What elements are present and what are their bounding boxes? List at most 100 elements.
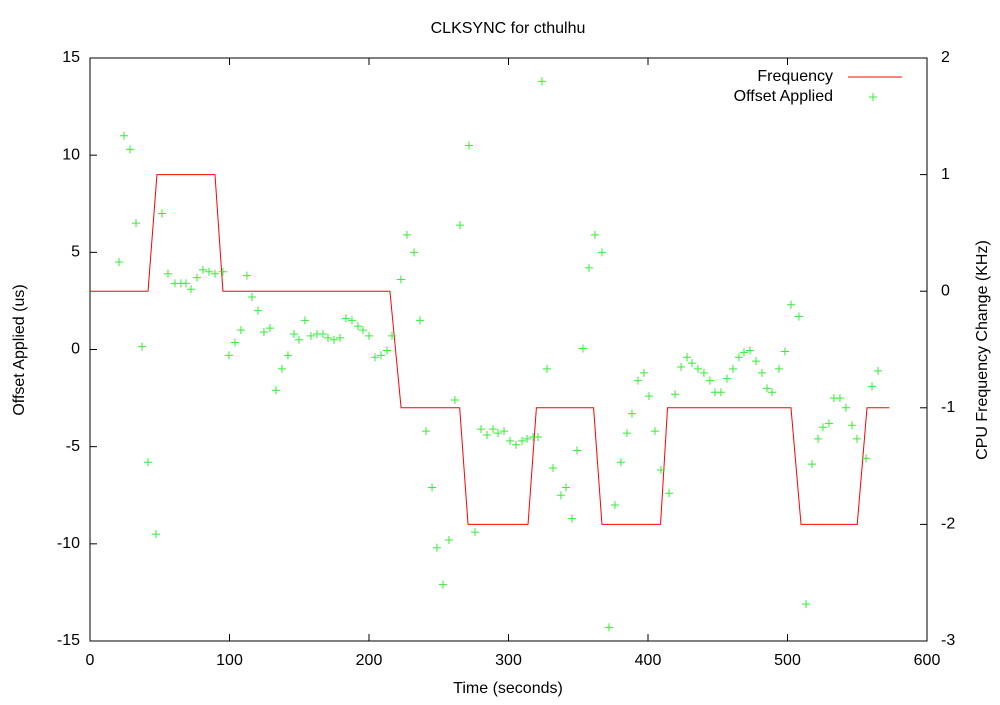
- offset-point: [512, 440, 521, 449]
- offset-point: [144, 458, 153, 467]
- offset-point: [402, 230, 411, 239]
- offset-point: [192, 273, 201, 282]
- offset-point: [868, 382, 877, 391]
- offset-point: [762, 384, 771, 393]
- offset-point: [533, 432, 542, 441]
- offset-point: [306, 331, 315, 340]
- offset-point: [745, 346, 754, 355]
- offset-point: [683, 353, 692, 362]
- offset-point: [567, 514, 576, 523]
- offset-point: [396, 275, 405, 284]
- y2-tick-label: -2: [941, 516, 955, 533]
- offset-point: [556, 491, 565, 500]
- offset-point: [572, 446, 581, 455]
- offset-point: [438, 580, 447, 589]
- offset-point: [422, 427, 431, 436]
- offset-point: [289, 329, 298, 338]
- offset-point: [186, 285, 195, 294]
- offset-point: [616, 458, 625, 467]
- offset-point: [294, 335, 303, 344]
- offset-point: [300, 316, 309, 325]
- offset-point: [483, 431, 492, 440]
- offset-point: [578, 344, 587, 353]
- offset-point: [794, 312, 803, 321]
- offset-point: [780, 347, 789, 356]
- offset-point: [323, 333, 332, 342]
- offset-point: [283, 351, 292, 360]
- offset-point: [705, 376, 714, 385]
- y-tick-label: 15: [62, 49, 80, 66]
- offset-point: [597, 248, 606, 257]
- offset-point: [656, 465, 665, 474]
- offset-point: [835, 394, 844, 403]
- offset-point: [120, 131, 129, 140]
- offset-point: [410, 248, 419, 257]
- offset-point: [814, 434, 823, 443]
- offset-point: [271, 386, 280, 395]
- y-tick-label: 5: [71, 244, 80, 261]
- offset-point: [382, 346, 391, 355]
- offset-point: [198, 265, 207, 274]
- offset-point: [359, 326, 368, 335]
- offset-point: [115, 258, 124, 267]
- offset-point: [471, 528, 480, 537]
- offset-point: [242, 271, 251, 280]
- x-tick-label: 600: [914, 652, 941, 669]
- plot-frame: [89, 57, 928, 642]
- offset-point: [277, 364, 286, 373]
- offset-point: [693, 364, 702, 373]
- offset-point: [722, 374, 731, 383]
- offset-point: [677, 362, 686, 371]
- x-tick-label: 400: [635, 652, 662, 669]
- x-tick-label: 0: [86, 652, 95, 669]
- offset-point: [824, 419, 833, 428]
- offset-point: [265, 324, 274, 333]
- offset-point: [157, 209, 166, 218]
- offset-point: [768, 388, 777, 397]
- offset-point: [494, 429, 503, 438]
- x-tick-label: 100: [216, 652, 243, 669]
- offset-point: [610, 500, 619, 509]
- y2-tick-label: 2: [941, 49, 950, 66]
- offset-point: [132, 219, 141, 228]
- offset-point: [500, 427, 509, 436]
- offset-point: [126, 145, 135, 154]
- offset-point: [622, 429, 631, 438]
- offset-point: [341, 314, 350, 323]
- offset-point: [818, 423, 827, 432]
- offset-point: [428, 483, 437, 492]
- offset-point: [477, 425, 486, 434]
- offset-point: [590, 230, 599, 239]
- offset-point: [633, 376, 642, 385]
- offset-point: [365, 331, 373, 340]
- offset-point: [644, 392, 653, 401]
- offset-point: [802, 600, 811, 609]
- offset-point: [370, 353, 379, 362]
- x-tick-label: 500: [774, 652, 801, 669]
- legend-label: Offset Applied: [734, 88, 833, 105]
- offset-point: [665, 489, 674, 498]
- offset-point: [518, 436, 527, 445]
- offset-point: [259, 328, 268, 337]
- offset-point: [204, 267, 213, 276]
- y2-tick-label: 0: [941, 282, 950, 299]
- offset-point: [318, 329, 327, 338]
- legend-label: Frequency: [757, 68, 833, 85]
- offset-point: [537, 77, 546, 86]
- offset-point: [247, 293, 256, 302]
- y-tick-label: 10: [62, 146, 80, 163]
- offset-point: [808, 460, 817, 469]
- offset-point: [751, 357, 760, 366]
- offset-point: [639, 368, 648, 377]
- offset-point: [584, 263, 593, 272]
- offset-point: [253, 306, 262, 315]
- offset-point: [416, 316, 425, 325]
- y-tick-label: -10: [57, 535, 80, 552]
- offset-point: [699, 368, 708, 377]
- offset-point: [757, 368, 766, 377]
- y2-tick-label: -3: [941, 632, 955, 649]
- frequency-line: [90, 174, 890, 525]
- offset-point: [181, 279, 190, 288]
- offset-point: [687, 359, 696, 368]
